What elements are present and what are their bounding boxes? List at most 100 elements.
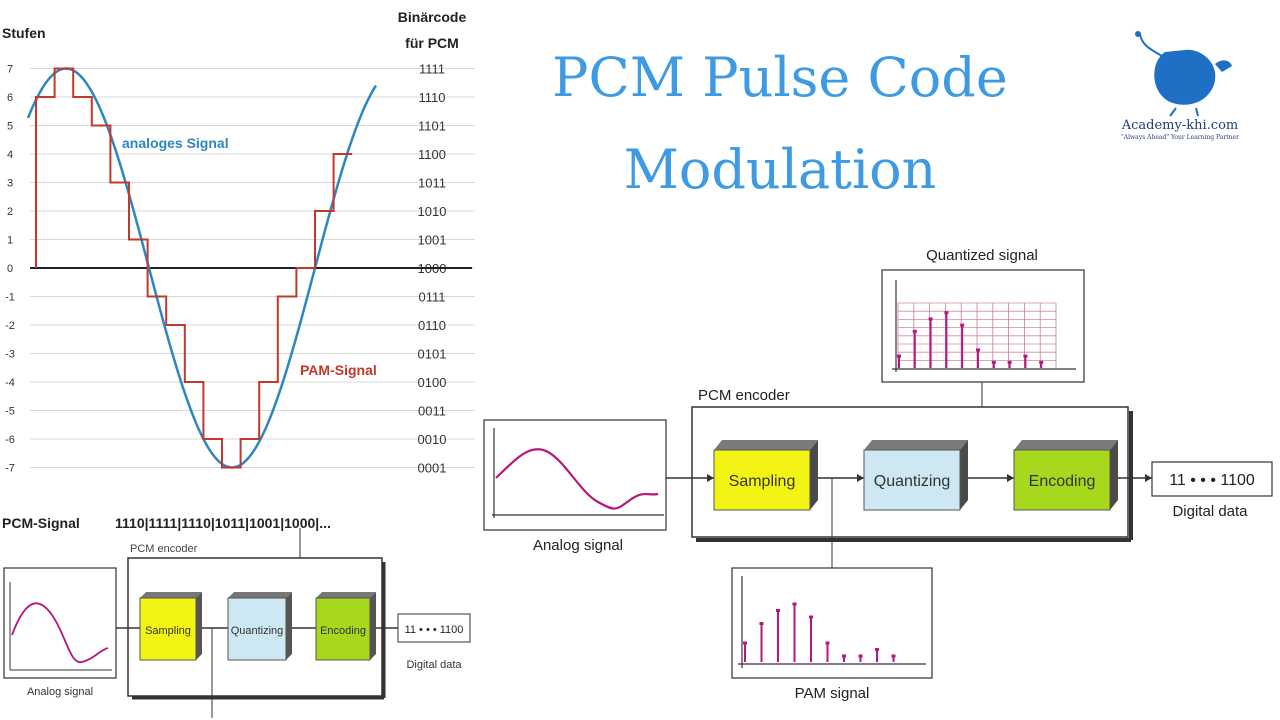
large-sampling-block: Sampling (713, 440, 818, 511)
code-label: 1010 (418, 204, 447, 219)
large-sampling-label: Sampling (729, 473, 796, 490)
small-quantizing-block: Quantizing (227, 592, 292, 661)
code-label: 0101 (418, 347, 447, 362)
level-label: 7 (7, 64, 13, 76)
logo-bird-head (1215, 60, 1232, 72)
level-label: 3 (7, 178, 13, 190)
quantized-bar-cap (1007, 360, 1012, 364)
code-label: 0111 (419, 290, 446, 305)
code-label: 1111 (419, 62, 445, 77)
small-sampling-face (139, 597, 197, 661)
level-label: 6 (7, 92, 13, 104)
large-encoder-label: PCM encoder (698, 387, 790, 404)
pam-bar-cap (875, 648, 879, 651)
quantized-bar-cap (1039, 360, 1044, 364)
small-sampling-top (140, 592, 202, 598)
logo-tagline: "Always Ahead" Your Learning Partner (1121, 134, 1239, 141)
large-arrow-2-head (857, 474, 864, 482)
large-analog-box (483, 419, 667, 531)
small-quantizing-top (228, 592, 292, 598)
small-sampling-side (196, 592, 202, 660)
small-quantizing-label: Quantizing (231, 625, 284, 637)
large-sampling-face (713, 449, 811, 511)
pam-box (731, 567, 933, 679)
level-label: -5 (5, 406, 15, 418)
pam-bar-cap (776, 609, 780, 612)
level-label: -4 (5, 377, 15, 389)
y-axis-title: Stufen (2, 25, 46, 41)
level-label: 2 (7, 206, 13, 218)
level-label: 5 (7, 121, 13, 133)
pam-bar-cap (825, 641, 830, 645)
small-analog-box (3, 567, 117, 679)
pam-bar-cap (842, 654, 846, 658)
small-encoding-face (315, 597, 371, 661)
large-arrow-4-head (1145, 474, 1152, 482)
small-output-caption: Digital data (406, 659, 462, 671)
quantized-bar-cap (897, 354, 901, 358)
quantized-box (881, 269, 1085, 383)
logo-bird-body (1154, 49, 1216, 105)
large-quantizing-block: Quantizing (863, 440, 968, 511)
large-encoding-label: Encoding (1029, 473, 1096, 490)
large-quantizing-top (864, 440, 968, 450)
pam-caption: PAM signal (795, 685, 870, 702)
academy-logo (1135, 31, 1232, 117)
code-header-line-1: Binärcode (398, 9, 467, 25)
level-label: 4 (7, 149, 13, 161)
small-encoder-label: PCM encoder (130, 543, 198, 555)
quantized-bar-cap (1023, 354, 1028, 358)
large-arrow-1-head (707, 474, 714, 482)
code-label: 0100 (418, 375, 447, 390)
level-label: -2 (5, 320, 15, 332)
quantized-caption: Quantized signal (926, 247, 1038, 264)
large-analog-curve (495, 448, 659, 510)
large-output-box (1151, 461, 1273, 497)
logo-bird-legs (1169, 107, 1199, 117)
small-encoding-top (316, 592, 376, 598)
pam-bar-cap (743, 641, 747, 645)
code-label: 0110 (418, 318, 446, 333)
pcm-signal-label: PCM-Signal (2, 515, 80, 531)
code-labels: 1111111011011100101110101001100001110110… (418, 62, 447, 476)
page-title-line-2: Modulation (623, 138, 937, 201)
large-encoding-block: Encoding (1013, 440, 1118, 511)
pam-bars (743, 602, 896, 662)
large-encoding-top (1014, 440, 1118, 450)
pam-bar-cap (858, 654, 863, 658)
level-label: -3 (5, 349, 15, 361)
pam-bar-cap (759, 622, 764, 625)
level-label: -1 (5, 292, 15, 304)
level-label: -6 (5, 434, 15, 446)
small-quantizing-face (227, 597, 287, 661)
step-chart: Stufen Binärcode für PCM 7 6 5 4 3 2 1 0 -1 -2 -3 -… (2, 9, 475, 476)
large-sampling-top (714, 440, 818, 450)
analog-signal-curve (26, 67, 378, 469)
level-label: 0 (7, 263, 13, 275)
pam-bar-cap (809, 615, 813, 619)
large-sampling-side (810, 440, 818, 510)
large-quantizing-label: Quantizing (874, 473, 951, 490)
quantized-bars (897, 311, 1044, 368)
large-pcm-diagram: Quantized signal PCM encoder Analog sign… (483, 247, 1273, 702)
quantized-bar-cap (976, 348, 980, 352)
large-output-caption: Digital data (1172, 503, 1248, 520)
small-analog-caption: Analog signal (27, 686, 93, 698)
small-output-value: 11 • • • 1100 (405, 624, 464, 636)
quantized-bar-cap (944, 311, 949, 315)
large-encoding-face (1013, 449, 1111, 511)
code-sequence: 1110|1111|1110|1011|1001|1000|... (115, 515, 331, 531)
code-label: 1001 (418, 233, 447, 248)
code-header-line-2: für PCM (405, 35, 459, 51)
logo-bird-tail-tip (1135, 31, 1141, 37)
small-quantizing-side (286, 592, 292, 660)
page-title-line-1: PCM Pulse Code (552, 46, 1008, 109)
quantized-bar-cap (912, 329, 917, 333)
level-label: -7 (5, 463, 15, 475)
large-encoding-side (1110, 440, 1118, 510)
code-label: 0011 (418, 404, 446, 419)
small-encoding-label: Encoding (320, 625, 366, 637)
small-sampling-label: Sampling (145, 625, 191, 637)
large-arrow-3-head (1007, 474, 1014, 482)
